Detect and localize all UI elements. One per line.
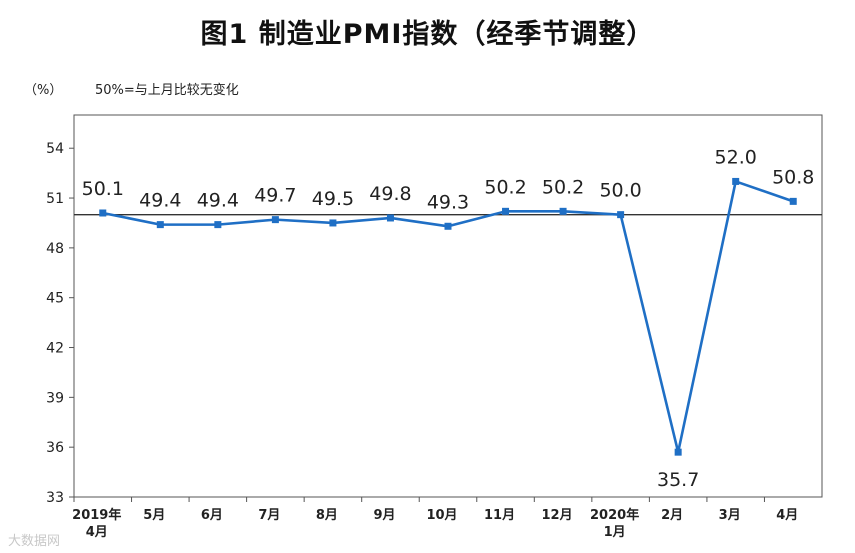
x-tick-label: 4月 <box>776 508 798 523</box>
y-axis-unit-label: （%） <box>24 83 63 98</box>
data-point <box>444 222 452 230</box>
reference-line-note: 50%=与上月比较无变化 <box>95 83 239 98</box>
x-tick-label: 2020年 <box>590 507 639 523</box>
series-line <box>102 180 794 454</box>
data-label: 50.2 <box>484 176 526 198</box>
x-tick-label: 6月 <box>201 508 223 523</box>
data-point <box>386 214 394 222</box>
data-point <box>732 177 740 185</box>
x-tick-label: 12月 <box>542 508 573 523</box>
data-point <box>559 207 567 215</box>
data-label: 50.2 <box>542 176 584 198</box>
y-tick-label: 33 <box>46 490 64 506</box>
data-label: 52.0 <box>715 146 757 168</box>
data-label: 49.4 <box>139 190 181 212</box>
y-tick-label: 45 <box>46 291 64 307</box>
x-tick-label: 2月 <box>661 508 683 523</box>
data-point <box>99 209 107 217</box>
data-point <box>271 216 279 224</box>
data-label: 49.5 <box>312 188 354 210</box>
x-tick-label: 8月 <box>316 508 338 523</box>
data-label: 49.7 <box>254 185 296 207</box>
y-tick-label: 39 <box>46 390 64 406</box>
x-tick-label: 2019年 <box>72 507 121 523</box>
x-tick-label: 7月 <box>258 508 280 523</box>
data-point <box>156 221 164 229</box>
data-point <box>674 448 682 456</box>
data-point <box>502 207 510 215</box>
data-point <box>329 219 337 227</box>
x-tick-label: 5月 <box>143 508 165 523</box>
x-tick-label: 3月 <box>719 508 741 523</box>
data-label: 50.0 <box>599 180 641 202</box>
x-tick-label: 9月 <box>373 508 395 523</box>
data-label: 50.8 <box>772 166 814 188</box>
data-label: 49.4 <box>197 190 239 212</box>
data-label: 49.3 <box>427 191 469 213</box>
x-tick-label: 10月 <box>426 508 457 523</box>
chart-title: 图1 制造业PMI指数（经季节调整） <box>200 19 655 50</box>
data-label: 50.1 <box>82 178 124 200</box>
plot-frame <box>73 114 823 498</box>
y-tick-label: 36 <box>46 440 64 456</box>
y-tick-label: 54 <box>46 141 64 157</box>
y-tick-label: 51 <box>46 191 64 207</box>
data-point <box>617 211 625 219</box>
watermark-text: 大数据网 <box>8 534 61 549</box>
x-tick-label: 11月 <box>484 508 515 523</box>
data-label: 35.7 <box>657 469 699 491</box>
y-tick-label: 48 <box>46 241 64 257</box>
data-point <box>214 221 222 229</box>
y-tick-label: 42 <box>46 341 64 357</box>
x-tick-label: 1月 <box>604 525 626 540</box>
x-tick-label: 4月 <box>86 525 108 540</box>
data-point <box>789 197 797 205</box>
data-label: 49.8 <box>369 183 411 205</box>
